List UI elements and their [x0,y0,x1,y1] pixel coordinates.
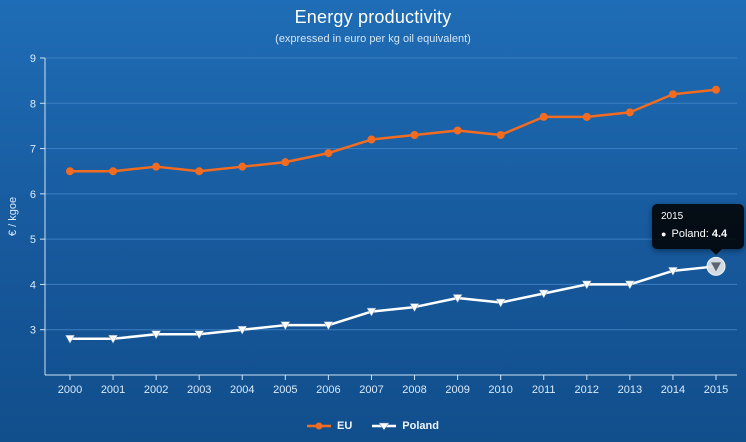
legend-label-poland: Poland [402,420,439,432]
chart-title: Energy productivity [294,7,452,27]
eu-marker[interactable] [109,167,118,176]
eu-marker[interactable] [195,167,204,176]
eu-marker[interactable] [496,130,505,139]
poland-marker-icon [372,422,397,431]
eu-marker[interactable] [66,167,74,176]
eu-marker[interactable] [367,135,376,144]
eu-marker[interactable] [281,158,290,167]
legend-label-eu: EU [337,420,353,432]
eu-marker[interactable] [625,108,634,117]
x-tick-label: 2014 [661,384,685,396]
legend: EU Poland [0,420,746,432]
poland-marker[interactable] [108,335,118,344]
tooltip-row: ● Poland: 4.4 [661,227,735,243]
eu-line[interactable] [68,88,718,173]
poland-marker[interactable] [668,267,678,276]
poland-line[interactable] [68,265,718,341]
poland-marker[interactable] [194,330,205,340]
x-tick-label: 2011 [532,384,556,396]
poland-marker[interactable] [366,307,377,317]
y-tick-label: 8 [30,98,36,110]
eu-marker[interactable] [668,90,677,99]
x-tick-label: 2000 [58,384,82,396]
eu-marker[interactable] [152,162,161,171]
chart-subtitle: (expressed in euro per kg oil equivalent… [275,33,471,45]
y-tick-label: 5 [30,234,36,246]
y-tick-label: 4 [30,279,36,291]
y-tick-label: 3 [30,325,36,337]
y-tick-label: 7 [30,144,36,156]
x-tick-label: 2012 [575,384,599,396]
x-tick-label: 2001 [101,384,125,396]
y-tick-label: 9 [30,53,36,65]
poland-marker[interactable] [237,325,248,335]
eu-marker[interactable] [539,112,548,121]
poland-marker[interactable] [409,303,420,313]
x-tick-label: 2010 [488,384,512,396]
x-tick-label: 2015 [704,384,728,396]
x-tick-label: 2013 [618,384,642,396]
poland-marker[interactable] [538,289,549,299]
x-tick-label: 2004 [230,384,254,396]
x-tick-label: 2009 [445,384,469,396]
tooltip-year: 2015 [661,211,684,222]
eu-marker[interactable] [712,85,720,94]
poland-marker[interactable] [323,321,334,331]
x-tick-label: 2002 [144,384,168,396]
poland-marker[interactable] [581,280,592,290]
tooltip: 2015 ● Poland: 4.4 [652,204,744,256]
eu-marker[interactable] [238,162,247,171]
eu-marker-icon [307,422,332,430]
eu-marker[interactable] [410,130,419,139]
poland-marker[interactable] [151,330,162,340]
poland-marker[interactable] [624,280,635,290]
legend-item-poland[interactable]: Poland [372,420,439,432]
x-tick-label: 2003 [187,384,211,396]
eu-marker[interactable] [453,126,462,135]
x-tick-label: 2006 [316,384,340,396]
poland-marker[interactable] [495,298,506,308]
y-tick-label: 6 [30,189,36,201]
tooltip-value: 4.4 [711,227,728,240]
legend-item-eu[interactable]: EU [307,420,352,432]
poland-marker[interactable] [65,335,75,344]
y-axis-title: € / kgoe [7,197,19,236]
highlight-marker[interactable] [711,262,721,272]
eu-marker[interactable] [582,112,591,121]
x-tick-label: 2007 [359,384,383,396]
x-tick-label: 2005 [273,384,297,396]
poland-marker[interactable] [452,294,463,304]
eu-marker[interactable] [324,149,333,158]
poland-marker[interactable] [280,321,291,331]
tooltip-series-label: Poland: [671,227,709,240]
series-bullet-icon: ● [661,228,667,239]
x-tick-label: 2008 [402,384,426,396]
